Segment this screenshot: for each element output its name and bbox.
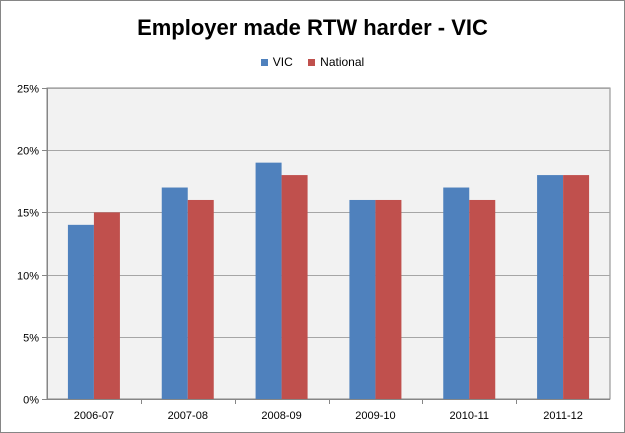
y-tick-label: 0% xyxy=(23,395,39,407)
bar-national-2010-11 xyxy=(469,199,496,399)
legend: VIC National xyxy=(1,55,624,69)
bar-national-2006-07 xyxy=(93,212,120,399)
plot-area xyxy=(46,87,611,400)
bar-national-2008-09 xyxy=(281,175,308,399)
bar-vic-2010-11 xyxy=(443,187,470,399)
legend-label-national: National xyxy=(320,55,365,69)
bar-vic-2007-08 xyxy=(161,187,188,399)
x-tick-label: 2007-08 xyxy=(168,410,208,422)
x-tick-label: 2010-11 xyxy=(449,410,489,422)
y-tick-label: 20% xyxy=(17,146,39,158)
legend-item-vic: VIC xyxy=(260,55,293,69)
legend-swatch-national xyxy=(308,59,316,66)
bar-vic-2011-12 xyxy=(537,175,564,399)
bar-national-2007-08 xyxy=(187,199,214,399)
bar-vic-2009-10 xyxy=(349,199,376,399)
y-tick-label: 5% xyxy=(23,333,39,345)
x-tick-label: 2006-07 xyxy=(74,410,114,422)
legend-label-vic: VIC xyxy=(272,55,293,69)
bar-national-2011-12 xyxy=(563,175,590,399)
legend-item-national: National xyxy=(308,55,364,69)
x-tick-label: 2009-10 xyxy=(355,410,395,422)
x-tick-label: 2011-12 xyxy=(543,410,583,422)
x-tick-label: 2008-09 xyxy=(261,410,301,422)
y-tick-label: 25% xyxy=(17,84,39,96)
y-tick-label: 10% xyxy=(17,271,39,283)
bar-national-2009-10 xyxy=(375,199,402,399)
bar-vic-2008-09 xyxy=(255,162,282,399)
chart-title: Employer made RTW harder - VIC xyxy=(137,15,488,40)
legend-swatch-vic xyxy=(260,59,268,66)
bar-vic-2006-07 xyxy=(67,224,94,399)
y-tick-label: 15% xyxy=(17,208,39,220)
